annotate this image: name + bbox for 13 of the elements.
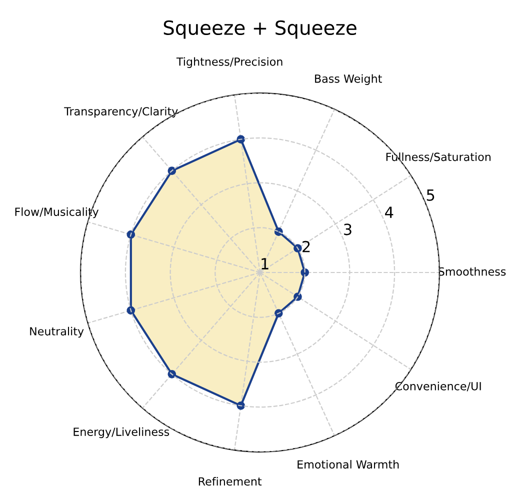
spoke-label: Energy/Liveliness [74,427,170,438]
spoke-label: Refinement [198,477,262,486]
y-tick-label: 5 [426,190,434,201]
y-tick-label: 3 [344,224,352,236]
spoke-label: Tightness/Precision [176,57,282,68]
chart-title: Squeeze + Squeeze [164,20,356,39]
y-tick-label: 1 [262,258,268,270]
spoke-label: Bass Weight [315,74,382,85]
y-tick-label: 4 [385,206,394,218]
y-tick-label: 2 [302,240,310,252]
spoke-label: Emotional Warmth [298,460,399,469]
spoke-label: Neutrality [30,326,84,338]
spoke-label: Transparency/Clarity [64,106,178,118]
